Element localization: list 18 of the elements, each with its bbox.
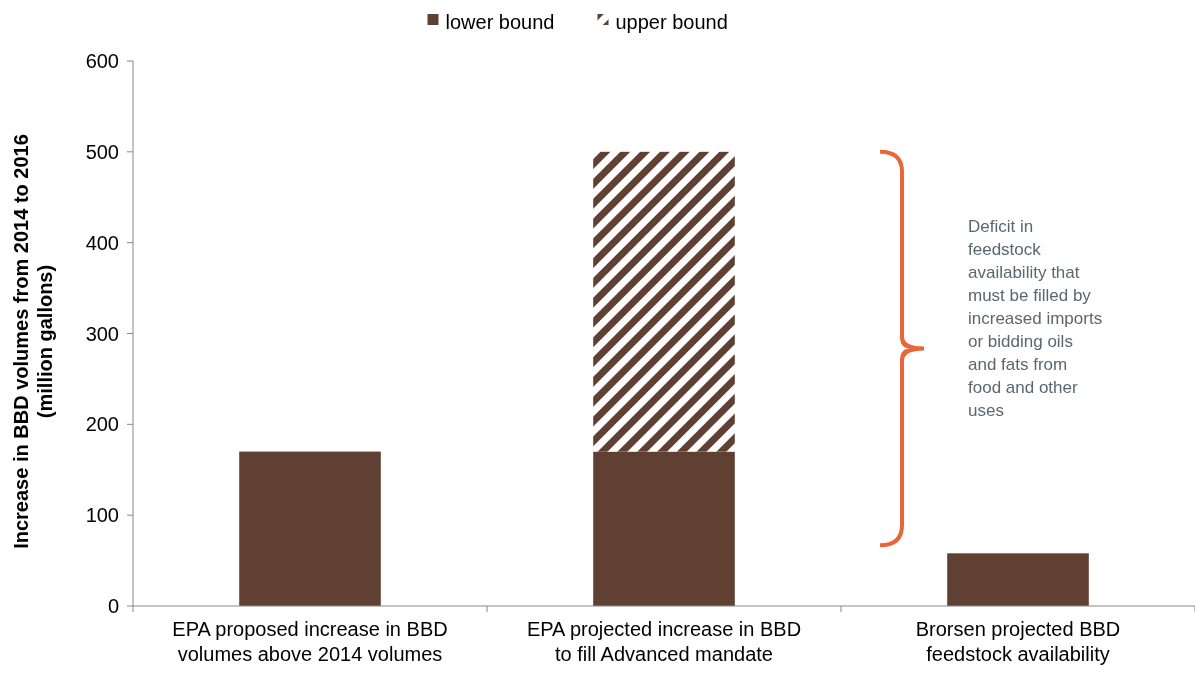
text: Deficit in feedstock availability that must be filled by increased imports or bidding oils and fats from food and other uses bbox=[968, 217, 1103, 420]
y-tick-label: 300 bbox=[85, 322, 119, 345]
bar bbox=[239, 451, 381, 606]
legend-label: lower bound bbox=[445, 11, 555, 33]
y-axis-title: Increase in BBD volumes from 2014 to 2016 (million gallons) bbox=[10, 134, 56, 549]
x-tick-label: EPA proposed increase in BBD volumes above 2014 volumes bbox=[172, 618, 448, 665]
bar bbox=[593, 151, 735, 452]
x-tick-label: Brorsen projected BBD feedstock availability bbox=[915, 618, 1121, 665]
bar bbox=[593, 451, 735, 606]
bar bbox=[947, 553, 1089, 606]
y-tick-label: 600 bbox=[85, 50, 119, 72]
legend-label: upper bound bbox=[615, 11, 728, 33]
y-tick-label: 100 bbox=[85, 504, 119, 527]
y-tick-label: 500 bbox=[85, 140, 119, 163]
y-tick-label: 0 bbox=[107, 595, 119, 617]
y-tick-label: 400 bbox=[85, 231, 119, 254]
y-tick-label: 200 bbox=[85, 413, 119, 436]
x-tick-label: EPA projected increase in BBD to fill Advanced mandate bbox=[526, 618, 802, 665]
